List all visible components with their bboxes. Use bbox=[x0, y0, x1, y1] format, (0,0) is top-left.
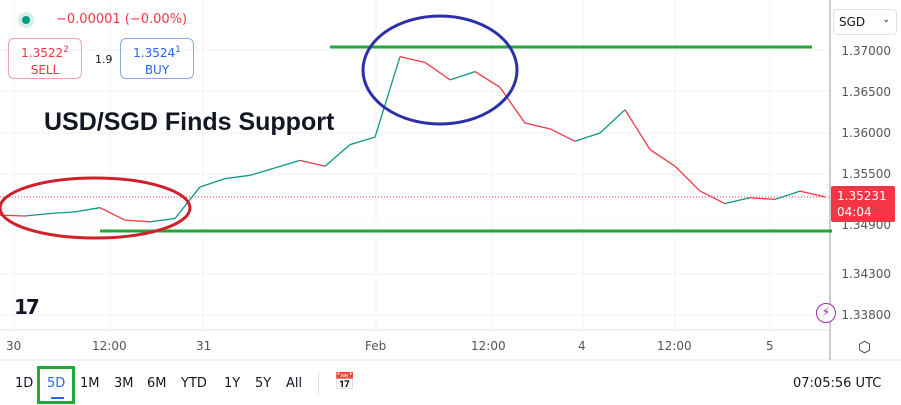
range-1m[interactable]: 1M bbox=[80, 376, 100, 391]
price-segment bbox=[299, 159, 326, 167]
sell-button[interactable]: 1.35222 SELL bbox=[8, 38, 82, 79]
price-segment bbox=[74, 207, 101, 213]
tradingview-logo: 17 bbox=[14, 295, 40, 319]
price-change: −0.00001 (−0.00%) bbox=[56, 12, 188, 27]
last-price-label: 1.35231 04:04 bbox=[831, 186, 895, 222]
y-tick: 1.36000 bbox=[841, 126, 891, 140]
price-segment bbox=[424, 61, 451, 81]
price-segment bbox=[124, 219, 151, 223]
price-segment bbox=[574, 132, 601, 142]
y-tick: 1.35500 bbox=[841, 167, 891, 181]
price-segment bbox=[349, 136, 376, 146]
price-segment bbox=[449, 70, 476, 81]
spread: 1.9 bbox=[95, 53, 113, 66]
buy-button[interactable]: 1.35241 BUY bbox=[120, 38, 194, 79]
price-segment bbox=[324, 144, 351, 167]
price-segment bbox=[674, 165, 701, 192]
range-all[interactable]: All bbox=[286, 376, 303, 391]
lightning-icon[interactable]: ⚡ bbox=[816, 303, 836, 323]
x-tick: Feb bbox=[365, 339, 387, 353]
x-tick: 31 bbox=[196, 339, 212, 353]
price-segment bbox=[549, 128, 576, 142]
price-segment bbox=[524, 122, 551, 130]
range-6m[interactable]: 6M bbox=[147, 376, 167, 391]
price-segment bbox=[374, 56, 401, 138]
clock: 07:05:56 UTC bbox=[793, 376, 882, 391]
price-segment bbox=[199, 178, 226, 188]
consolidation-ellipse bbox=[0, 176, 192, 240]
range-1y[interactable]: 1Y bbox=[224, 376, 241, 391]
price-segment bbox=[599, 109, 626, 134]
price-segment bbox=[99, 207, 126, 221]
x-tick: 12:00 bbox=[471, 339, 506, 353]
price-segment bbox=[724, 197, 751, 205]
x-tick: 12:00 bbox=[92, 339, 127, 353]
range-5y[interactable]: 5Y bbox=[255, 376, 272, 391]
y-tick: 1.34300 bbox=[841, 267, 891, 281]
range-3m[interactable]: 3M bbox=[114, 376, 134, 391]
price-segment bbox=[274, 159, 301, 169]
price-segment bbox=[799, 190, 826, 198]
price-segment bbox=[49, 211, 76, 215]
price-segment bbox=[624, 109, 651, 150]
price-segment bbox=[699, 190, 726, 205]
range-1d[interactable]: 1D bbox=[15, 376, 34, 391]
price-segment bbox=[649, 149, 676, 167]
price-segment bbox=[774, 190, 801, 201]
market-status-icon bbox=[18, 12, 34, 28]
x-tick: 30 bbox=[6, 339, 22, 353]
x-tick: 5 bbox=[766, 339, 774, 353]
settings-icon[interactable]: ⬡ bbox=[858, 338, 872, 356]
range-5d[interactable]: 5D bbox=[37, 366, 75, 404]
chevron-down-icon: ⌄ bbox=[882, 15, 890, 25]
top-ellipse bbox=[361, 14, 519, 126]
price-segment bbox=[399, 56, 426, 64]
price-segment bbox=[499, 86, 526, 124]
calendar-goto-icon[interactable]: 📅 bbox=[334, 372, 356, 392]
price-segment bbox=[224, 174, 251, 180]
toolbar-separator bbox=[318, 372, 319, 394]
x-tick: 4 bbox=[578, 339, 586, 353]
annotation-title: USD/SGD Finds Support bbox=[44, 108, 335, 136]
price-segment bbox=[24, 212, 51, 217]
x-tick: 12:00 bbox=[657, 339, 692, 353]
price-segment bbox=[474, 71, 501, 88]
currency-selector[interactable]: SGD ⌄ bbox=[833, 9, 897, 35]
y-tick: 1.37000 bbox=[841, 44, 891, 58]
y-tick: 1.36500 bbox=[841, 85, 891, 99]
price-segment bbox=[749, 197, 776, 201]
price-segment bbox=[249, 167, 276, 176]
price-segment bbox=[149, 217, 176, 223]
range-ytd[interactable]: YTD bbox=[181, 376, 207, 391]
y-tick: 1.33800 bbox=[841, 308, 891, 322]
